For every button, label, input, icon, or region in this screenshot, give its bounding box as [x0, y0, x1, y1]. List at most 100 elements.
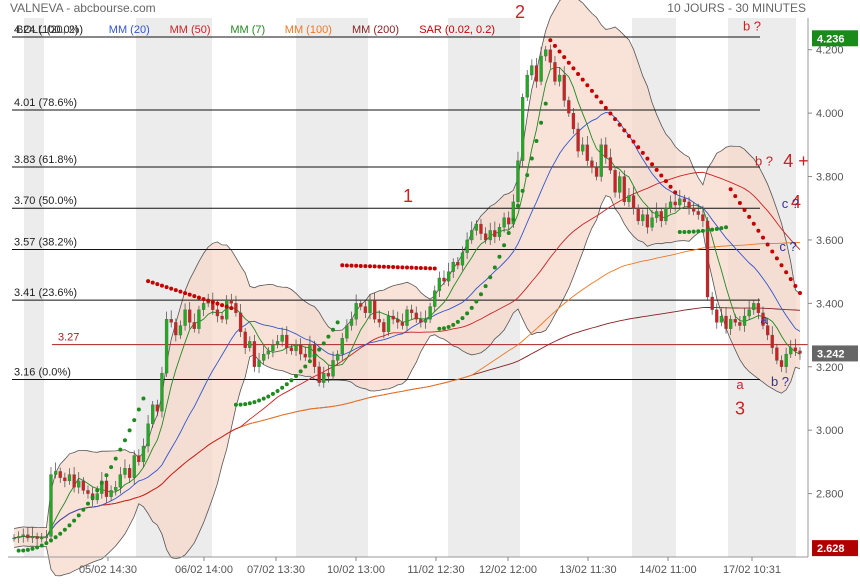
wave-label: 4	[791, 192, 801, 212]
sar-dot	[81, 507, 86, 512]
candle	[534, 65, 539, 82]
sar-dot	[312, 353, 317, 358]
candle	[197, 309, 201, 329]
candle	[779, 360, 784, 367]
sar-dot	[252, 400, 257, 405]
candle	[678, 198, 682, 206]
sar-dot	[294, 374, 299, 379]
candle	[100, 480, 104, 494]
sar-dot	[515, 203, 520, 208]
candle	[178, 325, 183, 336]
candle	[72, 474, 76, 488]
sar-dot	[465, 311, 470, 316]
candle	[21, 534, 25, 537]
sar-dot	[136, 407, 141, 412]
candle	[428, 306, 432, 320]
chart-title: VALNEVA - abcbourse.com	[10, 1, 156, 15]
candle	[608, 157, 613, 171]
sar-dot	[603, 105, 608, 110]
sar-dot	[668, 184, 673, 189]
sar-dot	[566, 60, 571, 65]
candle	[155, 404, 159, 412]
candle	[248, 341, 252, 348]
sar-dot	[788, 277, 793, 282]
sar-dot	[525, 173, 530, 178]
sar-dot	[742, 207, 747, 212]
candle	[756, 303, 761, 314]
candle	[645, 214, 650, 228]
candle	[488, 230, 492, 241]
sar-dot	[631, 139, 636, 144]
candle	[266, 350, 270, 355]
candle	[557, 74, 562, 82]
candle	[335, 353, 340, 361]
candle	[405, 309, 409, 326]
candle	[349, 319, 354, 326]
sar-dot	[109, 465, 114, 470]
sar-dot	[358, 263, 363, 268]
sar-dot	[215, 301, 220, 306]
sar-dot	[511, 217, 516, 222]
sar-dot	[76, 513, 81, 518]
sar-dot	[728, 187, 733, 192]
sar-dot	[377, 264, 382, 269]
sar-dot	[127, 428, 132, 433]
candle	[437, 277, 442, 291]
sar-dot	[636, 145, 641, 150]
candle	[238, 312, 243, 333]
candle	[234, 303, 238, 314]
sar-dot	[696, 229, 701, 234]
sar-dot	[455, 319, 460, 324]
sar-dot	[30, 546, 35, 551]
y-tick-label: 3.800	[816, 172, 844, 184]
candle	[553, 62, 557, 82]
fib-label: 3.16 (0.0%)	[14, 366, 71, 378]
sar-dot	[557, 49, 562, 54]
candle	[308, 344, 312, 358]
candle	[132, 455, 136, 478]
sar-dot	[247, 401, 252, 406]
candle	[169, 319, 173, 323]
sar-dot	[386, 264, 391, 269]
sar-dot	[307, 359, 312, 364]
fib-label: 3.57 (38.2%)	[14, 236, 77, 248]
sar-dot	[72, 518, 77, 523]
sar-dot	[192, 294, 197, 299]
sar-dot	[589, 88, 594, 93]
candle	[215, 309, 220, 317]
sar-dot	[210, 300, 215, 305]
candle	[539, 55, 543, 82]
fib-label: 3.83 (61.8%)	[14, 154, 77, 166]
ma20-line	[13, 112, 801, 539]
candle	[618, 176, 622, 193]
sar-dot	[354, 263, 359, 268]
candle	[363, 306, 368, 314]
sar-dot	[95, 488, 100, 493]
sar-dot	[414, 265, 419, 270]
candle	[63, 477, 67, 482]
sar-dot	[562, 55, 567, 60]
sar-dot	[451, 322, 456, 327]
legend-item: MM (200)	[352, 24, 399, 36]
sar-dot	[506, 230, 511, 235]
sar-dot	[141, 396, 146, 401]
candle	[225, 300, 229, 320]
sar-dot	[201, 297, 206, 302]
candle	[35, 536, 39, 539]
fib-label: 3.41 (23.6%)	[14, 287, 77, 299]
candle	[752, 303, 756, 310]
candle	[354, 303, 358, 320]
sar-dot	[187, 292, 192, 297]
sar-dot	[275, 389, 280, 394]
candle	[460, 252, 465, 266]
wave-label: a	[760, 312, 768, 327]
candle	[770, 334, 774, 348]
candle	[493, 230, 497, 237]
sar-dot	[122, 438, 127, 443]
candle	[738, 322, 742, 326]
sar-dot	[622, 128, 627, 133]
sar-dot	[53, 535, 58, 540]
candle	[123, 468, 127, 475]
sar-dot	[798, 290, 802, 295]
candle	[433, 290, 437, 307]
